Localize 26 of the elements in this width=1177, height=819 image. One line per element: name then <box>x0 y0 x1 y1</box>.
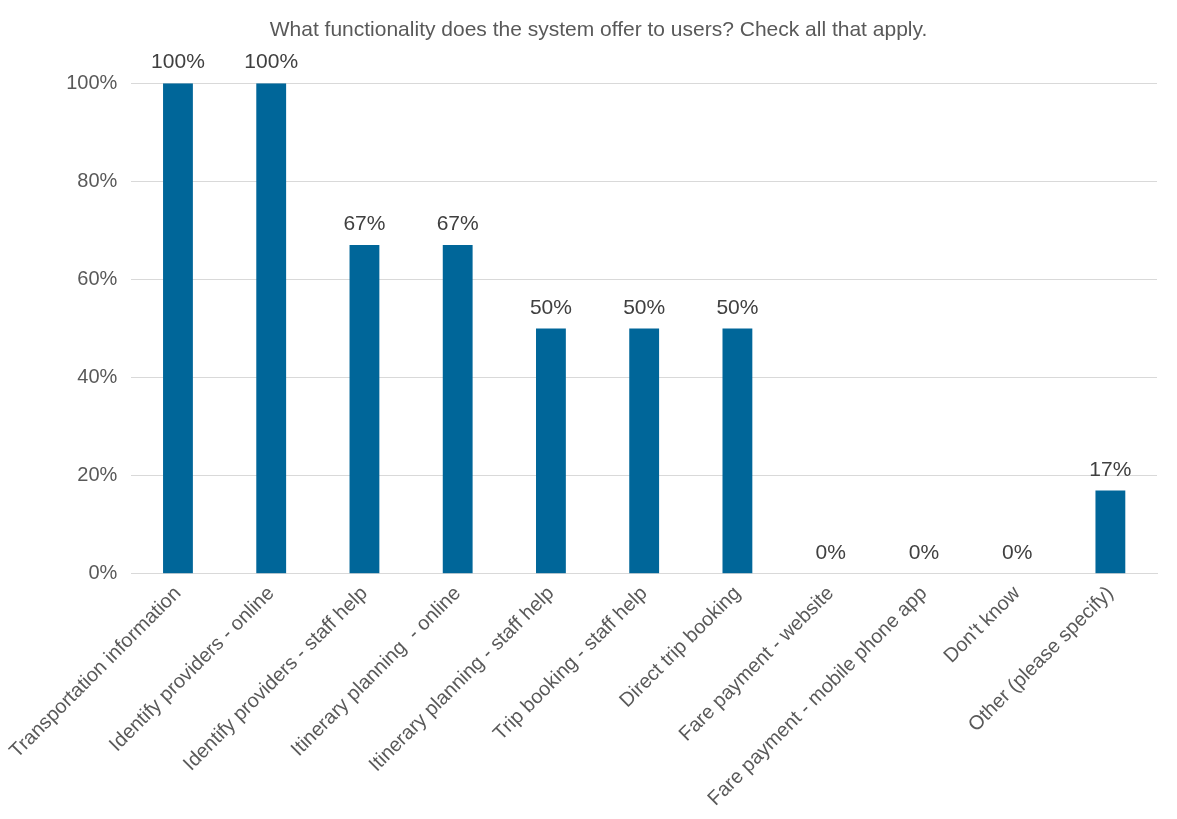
bar <box>349 245 380 574</box>
y-tick-label: 20% <box>77 463 118 486</box>
data-label: 100% <box>151 49 205 73</box>
y-tick-label: 40% <box>77 365 118 388</box>
bar <box>442 245 473 574</box>
data-label: 50% <box>529 294 572 318</box>
bar <box>1095 490 1126 574</box>
bar <box>256 83 287 574</box>
data-label: 100% <box>244 49 299 73</box>
data-label: 0% <box>815 540 846 564</box>
bar <box>722 328 753 574</box>
bar <box>629 328 660 574</box>
data-label: 67% <box>436 211 479 235</box>
y-tick-label: 100% <box>66 70 118 93</box>
data-label: 50% <box>623 294 666 318</box>
chart-title: What functionality does the system offer to users? Check all that apply. <box>269 17 928 41</box>
data-label: 50% <box>716 294 759 318</box>
y-tick-label: 80% <box>77 168 118 191</box>
data-label: 0% <box>908 540 940 564</box>
bar <box>536 328 566 574</box>
bar <box>163 83 193 574</box>
data-label: 17% <box>1089 456 1132 480</box>
data-label: 67% <box>343 211 386 235</box>
y-tick-label: 0% <box>88 561 118 584</box>
y-tick-label: 60% <box>77 266 118 289</box>
data-label: 0% <box>1001 540 1033 564</box>
